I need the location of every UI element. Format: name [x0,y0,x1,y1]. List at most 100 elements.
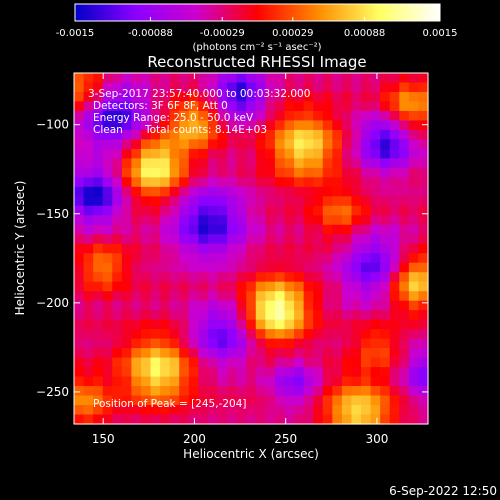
heatmap-cell [140,148,152,159]
heatmap-cell [207,281,219,292]
heatmap-cell [112,300,123,311]
heatmap-cell [179,110,190,122]
heatmap-cell [361,395,372,406]
heatmap-cell [112,414,123,425]
heatmap-cell [179,234,190,245]
heatmap-cell [198,158,209,169]
heatmap-cell [351,262,362,273]
heatmap-cell [140,101,152,112]
heatmap-cell [303,272,314,283]
heatmap-cell [284,101,295,112]
heatmap-cell [361,262,372,273]
heatmap-cell [265,386,276,397]
heatmap-cell [160,272,171,283]
heatmap-cell [303,319,314,330]
heatmap-cell [255,319,266,330]
heatmap-cell [150,376,161,387]
heatmap-cell [160,329,171,340]
heatmap-cell [294,129,305,141]
y-axis-label: Heliocentric Y (arcsec) [13,181,27,316]
heatmap-cell [274,139,286,150]
heatmap-cell [408,338,420,349]
heatmap-cell [121,291,133,302]
heatmap-cell [265,82,276,93]
heatmap-cell [255,300,266,311]
heatmap-cell [160,348,171,359]
heatmap-cell [274,101,286,112]
heatmap-cell [370,338,381,349]
heatmap-cell [332,300,343,311]
heatmap-cell [83,129,94,141]
heatmap-cell [112,186,123,197]
heatmap-cell [150,177,161,188]
heatmap-cell [370,167,381,178]
heatmap-cell [217,376,228,387]
heatmap-cell [399,91,410,103]
heatmap-cell [236,357,247,368]
heatmap-cell [83,395,94,406]
heatmap-cell [236,310,247,321]
heatmap-cell [313,120,324,131]
heatmap-cell [198,300,209,311]
heatmap-cell [140,395,152,406]
heatmap-cell [389,262,400,273]
heatmap-cell [188,73,199,84]
heatmap-cell [188,120,199,131]
heatmap-cell [112,129,123,141]
heatmap-cell [121,196,133,207]
heatmap-cell [112,310,123,321]
heatmap-cell [112,73,123,84]
heatmap-cell [121,234,133,245]
heatmap-cell [160,338,171,349]
heatmap-cell [217,120,228,131]
annotation-detectors: Detectors: 3F 6F 8F, Att 0 [93,100,228,112]
heatmap-cell [341,405,353,416]
heatmap-cell [389,110,400,122]
heatmap-cell [93,215,104,226]
heatmap-cell [121,262,133,273]
heatmap-cell [198,376,209,387]
heatmap-cell [246,101,257,112]
heatmap-cell [361,291,372,302]
heatmap-cell [160,91,171,103]
heatmap-cell [303,291,314,302]
heatmap-cell [418,243,429,254]
heatmap-cell [188,234,199,245]
heatmap-cell [198,196,209,207]
heatmap-cell [160,215,171,226]
heatmap-cell [332,120,343,131]
heatmap-cell [294,224,305,235]
heatmap-cell [246,319,257,330]
heatmap-cell [370,186,381,197]
heatmap-cell [418,101,429,112]
heatmap-cell [274,357,286,368]
heatmap-cell [255,73,266,84]
colorbar-tick-label: -0.00029 [200,28,245,39]
heatmap-cell [246,186,257,197]
heatmap-cell [332,73,343,84]
heatmap-cell [408,300,420,311]
heatmap-cell [150,205,161,216]
heatmap-cell [294,310,305,321]
heatmap-cell [169,367,180,378]
heatmap-cell [227,73,238,84]
heatmap-cell [351,167,362,178]
heatmap-cell [399,348,410,359]
heatmap-cell [207,405,219,416]
heatmap-cell [217,348,228,359]
heatmap-cell [74,300,85,311]
heatmap-cell [265,300,276,311]
heatmap-cell [150,73,161,84]
heatmap-cell [408,215,420,226]
heatmap-cell [246,158,257,169]
heatmap-cell [74,73,85,84]
heatmap-cell [83,367,94,378]
heatmap-cell [303,348,314,359]
heatmap-cell [236,148,247,159]
heatmap-cell [131,272,142,283]
heatmap-cell [389,186,400,197]
heatmap-cell [198,262,209,273]
heatmap-cell [303,338,314,349]
heatmap-cell [74,205,85,216]
heatmap-cell [408,224,420,235]
